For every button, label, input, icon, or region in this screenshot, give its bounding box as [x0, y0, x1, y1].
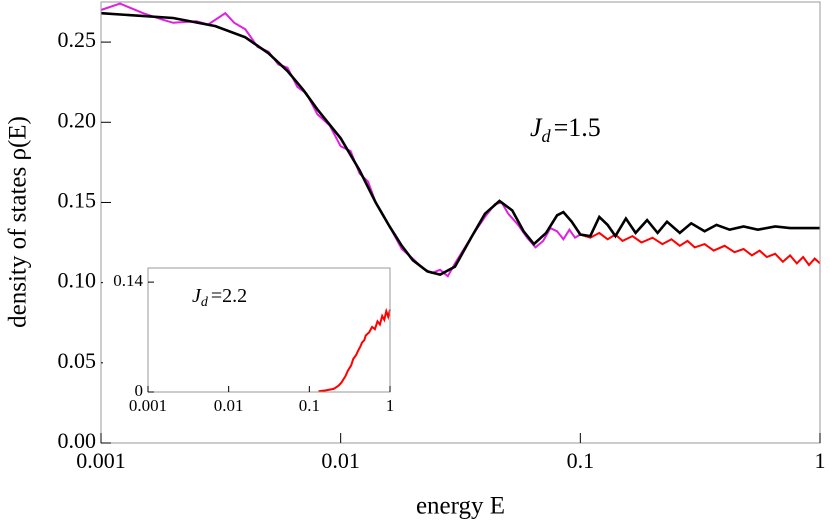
annotation-subscript: d	[542, 126, 552, 146]
y-tick-label: 0.05	[58, 348, 97, 373]
annotation-symbol: J	[192, 285, 202, 307]
inset-background	[103, 264, 400, 424]
plot-frame	[147, 267, 391, 393]
annotation-symbol: J	[530, 113, 543, 142]
data-line	[318, 307, 391, 393]
y-tick-label: 0.00	[58, 428, 97, 453]
annotation: Jd =2.2	[192, 285, 247, 311]
x-tick-label: 0.001	[76, 448, 126, 473]
y-tick-label: 0.15	[58, 188, 97, 213]
plot-frame	[100, 1, 821, 444]
y-axis-label: density of states ρ(E)	[5, 116, 32, 328]
y-tick-label: 0.25	[58, 27, 97, 52]
x-tick-label: 0.1	[567, 448, 595, 473]
x-axis-label: energy E	[416, 493, 505, 520]
x-tick-label: 1	[815, 448, 826, 473]
y-tick-label: 0.14	[113, 271, 143, 290]
y-tick-label: 0	[135, 381, 144, 400]
y-tick-label: 0.10	[58, 268, 97, 293]
x-tick-label: 0.001	[129, 396, 167, 415]
annotation-value: =2.2	[211, 285, 247, 307]
annotation-subscript: d	[201, 295, 209, 310]
x-tick-label: 0.1	[299, 396, 320, 415]
annotation: Jd =1.5	[530, 113, 601, 146]
x-tick-label: 1	[386, 396, 395, 415]
y-tick-label: 0.20	[58, 107, 97, 132]
data-line	[100, 11, 820, 276]
x-tick-label: 0.01	[214, 396, 244, 415]
annotation-value: =1.5	[554, 113, 601, 142]
x-tick-label: 0.01	[321, 448, 360, 473]
data-line	[579, 231, 821, 267]
